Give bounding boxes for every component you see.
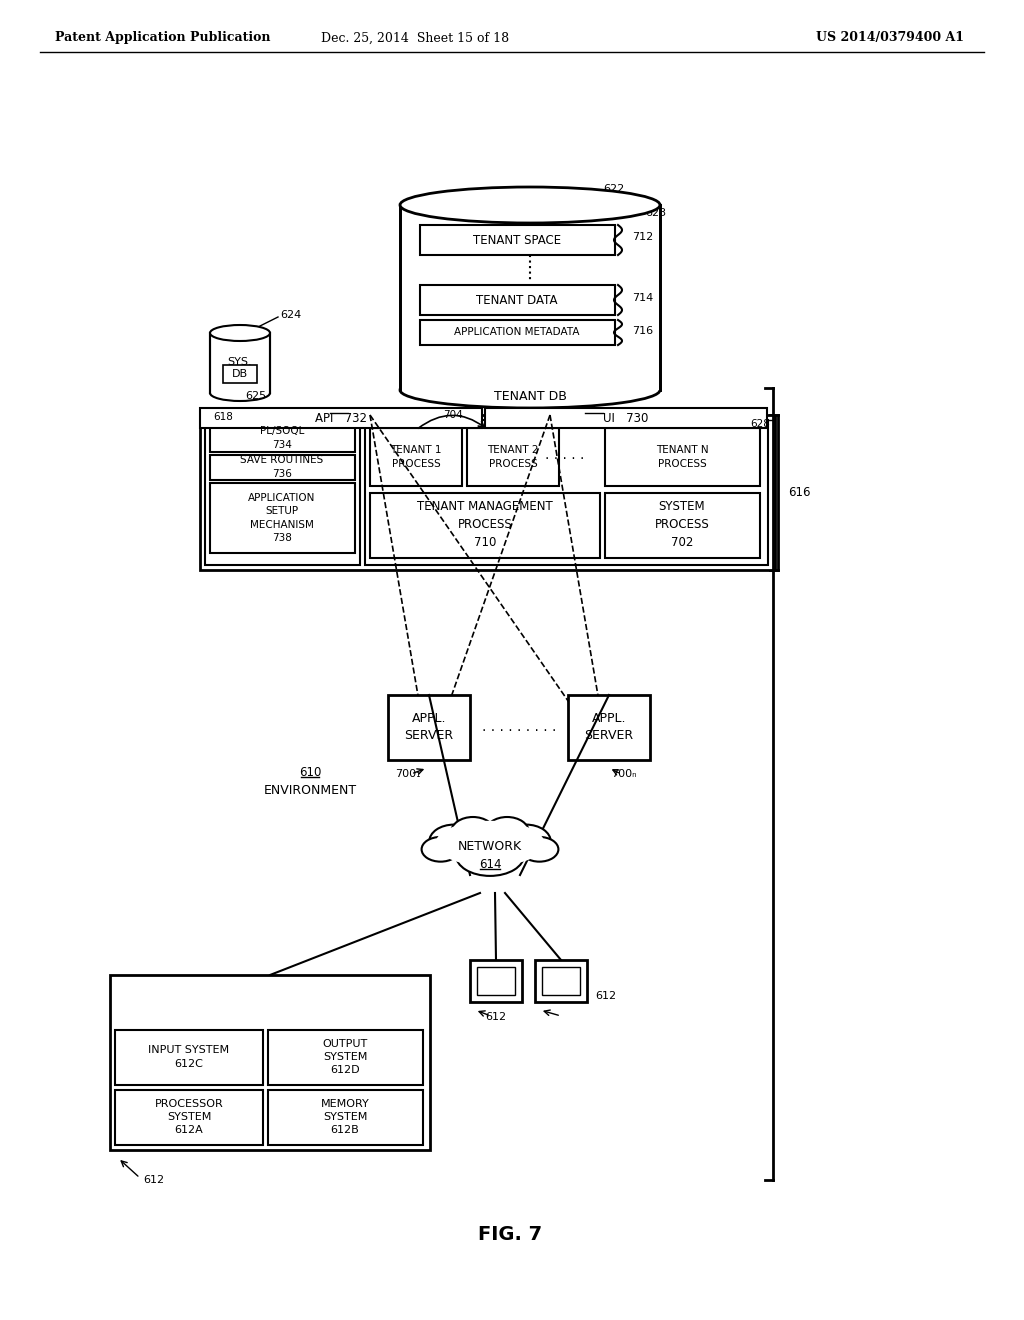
Ellipse shape [435, 821, 545, 866]
Bar [210, 483, 355, 553]
Bar [205, 420, 360, 565]
Text: . . . . . . . . .: . . . . . . . . . [482, 719, 556, 734]
Text: TENANT MANAGEMENT
PROCESS
710: TENANT MANAGEMENT PROCESS 710 [417, 500, 553, 549]
Bar [223, 366, 257, 383]
Text: SYSTEM
PROCESS
702: SYSTEM PROCESS 702 [654, 500, 710, 549]
Text: US 2014/0379400 A1: US 2014/0379400 A1 [816, 32, 964, 45]
Bar [477, 968, 515, 995]
Bar [420, 285, 615, 315]
Ellipse shape [456, 834, 524, 876]
Ellipse shape [520, 837, 558, 862]
Bar [210, 425, 355, 451]
Text: 714: 714 [632, 293, 653, 304]
Bar [110, 975, 430, 1150]
Text: TENANT SPACE: TENANT SPACE [473, 234, 561, 247]
Bar [420, 319, 615, 345]
Text: NETWORK: NETWORK [458, 841, 522, 854]
Bar [470, 960, 522, 1002]
Bar [605, 428, 760, 486]
Text: Dec. 25, 2014  Sheet 15 of 18: Dec. 25, 2014 Sheet 15 of 18 [321, 32, 509, 45]
Bar [401, 205, 659, 389]
Text: PL/SOQL
734: PL/SOQL 734 [260, 426, 304, 450]
Text: TENANT N
PROCESS: TENANT N PROCESS [655, 445, 709, 469]
Text: TENANT DATA: TENANT DATA [476, 293, 558, 306]
Text: SYS.
DB: SYS. DB [227, 356, 252, 379]
Bar [365, 420, 768, 565]
Bar [370, 492, 600, 558]
Bar [200, 414, 775, 570]
Text: APPLICATION METADATA: APPLICATION METADATA [455, 327, 580, 337]
Text: 704: 704 [443, 411, 463, 420]
Ellipse shape [502, 825, 551, 859]
Ellipse shape [400, 372, 660, 408]
Text: 612: 612 [595, 991, 616, 1001]
Bar [115, 1030, 263, 1085]
Text: TENANT DB: TENANT DB [494, 391, 566, 404]
Ellipse shape [451, 817, 495, 847]
Text: SAVE ROUTINES
736: SAVE ROUTINES 736 [241, 455, 324, 479]
Text: 612: 612 [485, 1012, 507, 1022]
Bar [605, 492, 760, 558]
Ellipse shape [485, 817, 529, 847]
Text: 716: 716 [632, 326, 653, 337]
Bar [200, 408, 482, 428]
Text: . . . . .: . . . . . [546, 447, 585, 462]
Bar [211, 333, 269, 393]
Text: 712: 712 [632, 232, 653, 242]
Bar [268, 1030, 423, 1085]
Ellipse shape [400, 187, 660, 223]
Bar [115, 1090, 263, 1144]
Bar [370, 428, 462, 486]
Text: 628: 628 [750, 418, 770, 429]
Ellipse shape [210, 325, 270, 341]
Text: 616: 616 [788, 486, 811, 499]
Bar [420, 224, 615, 255]
Text: 614: 614 [479, 858, 502, 871]
Text: 612: 612 [143, 1175, 164, 1185]
Bar [568, 696, 650, 760]
Text: TENANT 2
PROCESS: TENANT 2 PROCESS [487, 445, 539, 469]
Text: APPL.
SERVER: APPL. SERVER [585, 711, 634, 742]
Bar [388, 696, 470, 760]
Text: FIG. 7: FIG. 7 [478, 1225, 542, 1245]
Text: 700₁: 700₁ [395, 770, 421, 779]
Text: 623: 623 [645, 209, 667, 218]
Text: 610: 610 [299, 767, 322, 780]
Text: 624: 624 [280, 310, 301, 319]
Text: MEMORY
SYSTEM
612B: MEMORY SYSTEM 612B [321, 1098, 370, 1135]
Text: TENANT 1
PROCESS: TENANT 1 PROCESS [390, 445, 441, 469]
Text: 622: 622 [603, 183, 625, 194]
Text: ENVIRONMENT: ENVIRONMENT [263, 784, 356, 796]
Text: PROCESSOR
SYSTEM
612A: PROCESSOR SYSTEM 612A [155, 1098, 223, 1135]
Text: OUTPUT
SYSTEM
612D: OUTPUT SYSTEM 612D [323, 1039, 368, 1076]
Ellipse shape [429, 825, 478, 859]
Text: Patent Application Publication: Patent Application Publication [55, 32, 270, 45]
Bar [210, 455, 355, 480]
Text: 700ₙ: 700ₙ [611, 770, 637, 779]
Bar [535, 960, 587, 1002]
Text: 625: 625 [245, 391, 266, 401]
Text: INPUT SYSTEM
612C: INPUT SYSTEM 612C [148, 1045, 229, 1069]
Ellipse shape [422, 837, 460, 862]
Bar [485, 408, 767, 428]
Text: UI   730: UI 730 [603, 412, 648, 425]
Bar [467, 428, 559, 486]
Bar [542, 968, 580, 995]
Text: APPL.
SERVER: APPL. SERVER [404, 711, 454, 742]
Text: APPLICATION
SETUP
MECHANISM
738: APPLICATION SETUP MECHANISM 738 [248, 494, 315, 543]
Bar [268, 1090, 423, 1144]
Text: API   732: API 732 [315, 412, 367, 425]
Ellipse shape [210, 385, 270, 401]
Text: 618: 618 [213, 412, 232, 422]
